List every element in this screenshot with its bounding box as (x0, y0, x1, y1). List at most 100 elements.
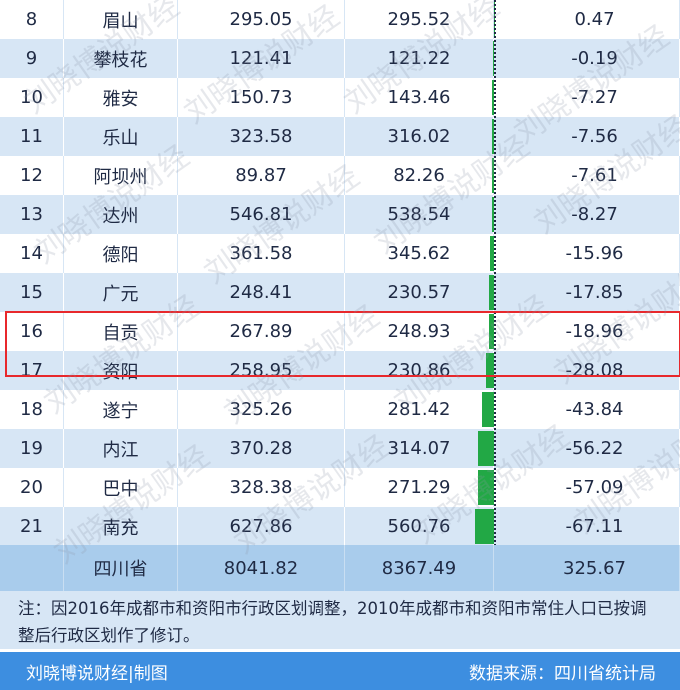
value-2010-cell: 248.93 (345, 312, 494, 351)
value-2020-cell: 546.81 (178, 195, 345, 234)
footnote: 注：因2016年成都市和资阳市行政区划调整，2010年成都市和资阳市常住人口已按… (0, 591, 680, 649)
value-2010-cell: 281.42 (345, 390, 494, 429)
diff-cell: -56.22 (510, 429, 680, 468)
change-bar-cell (494, 351, 510, 390)
city-cell: 雅安 (64, 78, 178, 117)
city-cell: 德阳 (64, 234, 178, 273)
value-2010-cell: 345.62 (345, 234, 494, 273)
rank-cell: 15 (0, 273, 64, 312)
value-2020-cell: 89.87 (178, 156, 345, 195)
total-value-2010: 8367.49 (345, 545, 494, 591)
diff-cell: -67.11 (510, 507, 680, 546)
change-bar-cell (494, 156, 510, 195)
change-bar-cell (494, 78, 510, 117)
table-row: 15 广元 248.41 230.57 -17.85 (0, 273, 680, 312)
footer-source: 数据来源：四川省统计局 (469, 663, 656, 684)
city-cell: 内江 (64, 429, 178, 468)
rank-cell: 19 (0, 429, 64, 468)
change-bar-cell (494, 429, 510, 468)
value-2020-cell: 323.58 (178, 117, 345, 156)
total-diff: 325.67 (510, 545, 680, 591)
change-bar (486, 353, 494, 388)
change-bar (481, 392, 494, 427)
value-2020-cell: 121.41 (178, 39, 345, 78)
table-row: 20 巴中 328.38 271.29 -57.09 (0, 468, 680, 507)
change-bar-cell (494, 468, 510, 507)
rank-cell: 17 (0, 351, 64, 390)
change-bar-cell (494, 273, 510, 312)
value-2020-cell: 328.38 (178, 468, 345, 507)
value-2020-cell: 258.95 (178, 351, 345, 390)
city-cell: 达州 (64, 195, 178, 234)
change-bar (489, 275, 494, 310)
city-cell: 乐山 (64, 117, 178, 156)
rank-cell: 14 (0, 234, 64, 273)
change-bar-cell (494, 0, 510, 39)
value-2020-cell: 325.26 (178, 390, 345, 429)
total-row: 四川省 8041.82 8367.49 325.67 (0, 545, 680, 591)
table-row: 11 乐山 323.58 316.02 -7.56 (0, 117, 680, 156)
change-bar (489, 236, 494, 271)
change-bar-cell (494, 195, 510, 234)
change-bar (488, 314, 494, 349)
value-2020-cell: 267.89 (178, 312, 345, 351)
value-2010-cell: 295.52 (345, 0, 494, 39)
total-value-2020: 8041.82 (178, 545, 345, 591)
table-row: 18 遂宁 325.26 281.42 -43.84 (0, 390, 680, 429)
table-row: 21 南充 627.86 560.76 -67.11 (0, 507, 680, 546)
rank-cell: 16 (0, 312, 64, 351)
change-bar-cell (494, 507, 510, 546)
change-bar-cell (494, 234, 510, 273)
value-2020-cell: 248.41 (178, 273, 345, 312)
table-row: 17 资阳 258.95 230.86 -28.08 (0, 351, 680, 390)
city-cell: 攀枝花 (64, 39, 178, 78)
total-label: 四川省 (64, 545, 178, 591)
city-cell: 遂宁 (64, 390, 178, 429)
city-cell: 阿坝州 (64, 156, 178, 195)
table-row: 16 自贡 267.89 248.93 -18.96 (0, 312, 680, 351)
value-2020-cell: 295.05 (178, 0, 345, 39)
rank-cell: 21 (0, 507, 64, 546)
change-bar-cell (494, 39, 510, 78)
value-2010-cell: 143.46 (345, 78, 494, 117)
table-row: 10 雅安 150.73 143.46 -7.27 (0, 78, 680, 117)
diff-cell: -7.56 (510, 117, 680, 156)
diff-cell: -18.96 (510, 312, 680, 351)
diff-cell: -57.09 (510, 468, 680, 507)
value-2020-cell: 150.73 (178, 78, 345, 117)
table-row: 13 达州 546.81 538.54 -8.27 (0, 195, 680, 234)
total-rank-cell (0, 545, 64, 591)
change-bar (491, 197, 494, 232)
rank-cell: 12 (0, 156, 64, 195)
diff-cell: 0.47 (510, 0, 680, 39)
value-2010-cell: 314.07 (345, 429, 494, 468)
total-bar-cell (494, 545, 510, 591)
change-bar (491, 80, 494, 115)
change-bar-cell (494, 390, 510, 429)
diff-cell: -17.85 (510, 273, 680, 312)
rank-cell: 9 (0, 39, 64, 78)
footer-bar: 刘晓博说财经|制图 数据来源：四川省统计局 (0, 652, 680, 690)
city-cell: 广元 (64, 273, 178, 312)
table-row: 8 眉山 295.05 295.52 0.47 (0, 0, 680, 39)
change-bar (478, 470, 494, 505)
diff-cell: -28.08 (510, 351, 680, 390)
change-bar-cell (494, 117, 510, 156)
city-cell: 自贡 (64, 312, 178, 351)
value-2010-cell: 230.86 (345, 351, 494, 390)
footer-credit: 刘晓博说财经|制图 (26, 663, 168, 684)
diff-cell: -15.96 (510, 234, 680, 273)
value-2010-cell: 316.02 (345, 117, 494, 156)
city-cell: 眉山 (64, 0, 178, 39)
value-2010-cell: 230.57 (345, 273, 494, 312)
change-bar (478, 431, 494, 466)
value-2010-cell: 82.26 (345, 156, 494, 195)
diff-cell: -43.84 (510, 390, 680, 429)
rank-cell: 8 (0, 0, 64, 39)
city-cell: 巴中 (64, 468, 178, 507)
change-bar (475, 509, 494, 544)
table-row: 19 内江 370.28 314.07 -56.22 (0, 429, 680, 468)
diff-cell: -0.19 (510, 39, 680, 78)
value-2020-cell: 627.86 (178, 507, 345, 546)
diff-cell: -8.27 (510, 195, 680, 234)
